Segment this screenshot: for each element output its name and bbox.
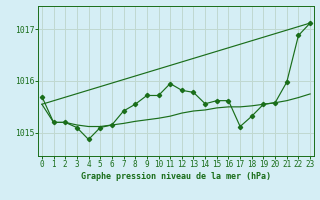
X-axis label: Graphe pression niveau de la mer (hPa): Graphe pression niveau de la mer (hPa) — [81, 172, 271, 181]
